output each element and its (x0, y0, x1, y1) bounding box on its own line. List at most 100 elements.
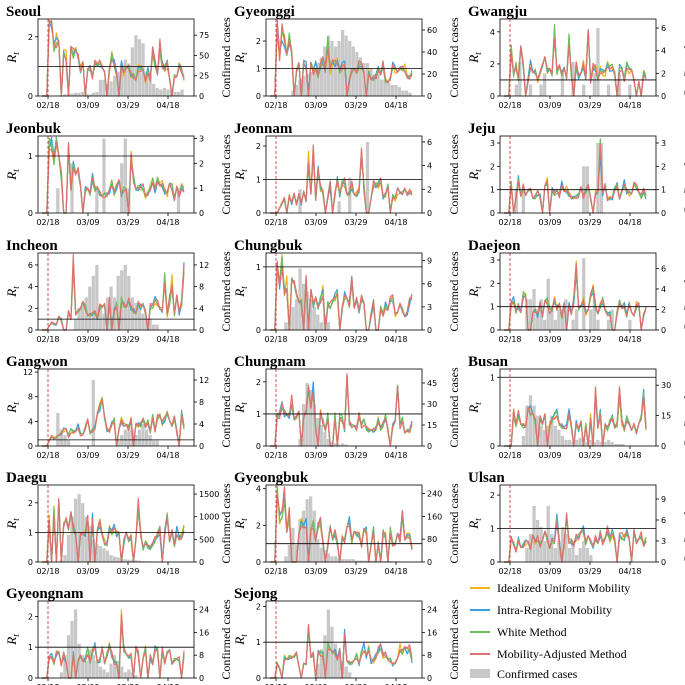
confirmed-bar (404, 90, 409, 96)
right-tick-label: 0 (661, 558, 666, 567)
confirmed-bar (105, 297, 110, 330)
x-tick-label: 02/18 (498, 218, 521, 227)
x-tick-label: 03/09 (304, 683, 327, 685)
confirmed-bar (553, 319, 557, 330)
right-tick-label: 8 (199, 651, 204, 660)
confirmed-bar (365, 560, 370, 562)
confirmed-bar (380, 561, 384, 562)
confirmed-bar (603, 441, 607, 446)
right-tick-label: 4 (661, 285, 666, 294)
legend-label-white: White Method (497, 625, 567, 639)
confirmed-bar (543, 429, 547, 446)
plot-frame (265, 600, 423, 679)
series-line-3 (504, 512, 647, 563)
confirmed-bar (351, 559, 355, 562)
confirmed-bar (316, 314, 320, 330)
x-tick-label: 02/18 (498, 567, 521, 576)
x-tick-label: 03/09 (538, 101, 561, 110)
confirmed-bar (95, 543, 99, 562)
right-tick-label: 0 (199, 674, 204, 683)
x-tick-label: 02/18 (498, 335, 521, 344)
right-tick-label: 0 (199, 209, 204, 218)
confirmed-bar (312, 404, 316, 446)
confirmed-bar (560, 309, 565, 330)
x-tick-label: 03/29 (116, 567, 139, 576)
confirmed-bar (137, 429, 142, 446)
confirmed-bar (344, 666, 348, 678)
confirmed-bar (355, 560, 359, 562)
plot-frame (265, 484, 423, 563)
confirmed-bar (312, 306, 316, 330)
right-axis-label: Confirmed cases (219, 483, 233, 564)
left-tick-label: 1 (256, 638, 261, 647)
confirmed-bar (575, 309, 579, 330)
x-tick-label: 04/18 (156, 567, 179, 576)
confirmed-bar (98, 79, 103, 96)
panel-daejeon: Daejeon 0 1 2 3 0 2 4 6 02/18 03/09 03/29 04/18 Rt Con… (466, 238, 685, 344)
right-tick-label: 6 (661, 24, 666, 33)
right-tick-label: 0 (199, 326, 204, 335)
x-tick-label: 04/18 (384, 101, 407, 110)
confirmed-bar (73, 319, 78, 330)
confirmed-bar (155, 87, 159, 96)
right-axis-label: Confirmed cases (681, 134, 685, 215)
confirmed-bar (81, 302, 85, 330)
x-tick-label: 04/18 (156, 683, 179, 685)
series-line-3 (270, 261, 413, 331)
confirmed-bar (592, 441, 597, 446)
confirmed-bar (166, 89, 170, 96)
confirmed-bar (180, 89, 184, 96)
confirmed-bar (123, 59, 127, 96)
left-tick-label: 2 (28, 33, 33, 42)
confirmed-bar (95, 264, 99, 330)
panel-title: Gyeongnam (6, 586, 84, 602)
left-tick-label: 0 (490, 209, 495, 218)
x-tick-label: 03/29 (344, 567, 367, 576)
x-tick-label: 03/09 (304, 567, 327, 576)
confirmed-bar (606, 439, 611, 446)
confirmed-bar (330, 441, 334, 446)
right-tick-label: 4 (427, 162, 432, 171)
right-tick-label: 8 (199, 398, 204, 407)
confirmed-bar (63, 655, 67, 678)
confirmed-bar (88, 286, 92, 330)
confirmed-bar (287, 544, 292, 562)
confirmed-bar (525, 405, 529, 446)
left-axis-label: Rt (232, 634, 249, 646)
panel-jeonnam: Jeonnam 0 1 2 0 2 4 6 02/18 03/09 03/29 04/18 Rt Conf… (232, 121, 461, 227)
legend: Idealized Uniform Mobility Intra-Regiona… (470, 581, 630, 681)
right-axis-label: Confirmed cases (219, 599, 233, 680)
right-tick-label: 3 (199, 134, 204, 143)
confirmed-bar (319, 425, 323, 446)
confirmed-bar (316, 663, 320, 678)
left-tick-label: 2 (28, 499, 33, 508)
x-tick-label: 03/09 (304, 101, 327, 110)
left-tick-label: 3 (490, 139, 495, 148)
confirmed-bar (144, 71, 149, 96)
x-tick-label: 03/09 (538, 451, 561, 460)
left-tick-label: 1 (28, 528, 33, 537)
confirmed-bar (309, 390, 313, 446)
right-axis-label: Confirmed cases (681, 251, 685, 332)
right-tick-label: 0 (199, 442, 204, 451)
left-tick-label: 1 (256, 176, 261, 185)
confirmed-bar (344, 559, 348, 562)
confirmed-bar (95, 188, 99, 213)
right-tick-label: 0 (427, 92, 432, 101)
left-tick-label: 2 (490, 60, 495, 69)
confirmed-bar (63, 555, 67, 562)
confirmed-bar (134, 302, 138, 330)
left-tick-label: 1 (28, 643, 33, 652)
left-tick-label: 0 (256, 558, 261, 567)
confirmed-bar (301, 76, 306, 96)
left-axis-label: Rt (466, 52, 483, 64)
confirmed-bar (298, 519, 302, 562)
series-line-3 (270, 144, 413, 214)
series-line-1 (270, 152, 413, 214)
confirmed-bar (539, 299, 543, 330)
x-tick-label: 02/18 (264, 218, 287, 227)
x-tick-label: 03/29 (116, 335, 139, 344)
confirmed-bar (521, 189, 526, 213)
x-tick-label: 04/18 (384, 567, 407, 576)
confirmed-bar (152, 324, 156, 330)
